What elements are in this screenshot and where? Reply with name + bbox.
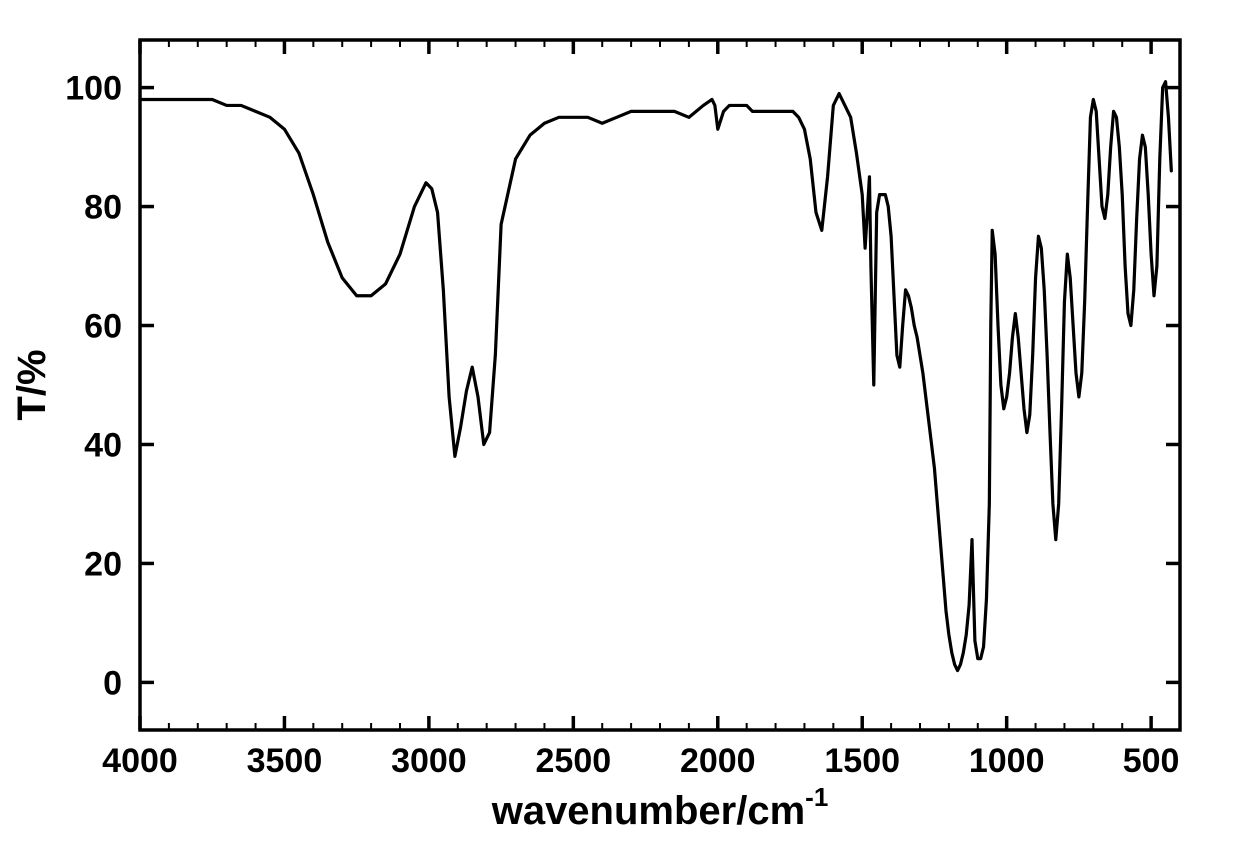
y-tick-label: 20 xyxy=(84,545,122,583)
x-tick-label: 2000 xyxy=(680,742,756,780)
x-tick-label: 2500 xyxy=(536,742,612,780)
chart-svg: 4000 3500 3000 2500 2000 1500 1000 500 0 20 40 60 80… xyxy=(0,0,1240,855)
x-tick-label: 3000 xyxy=(391,742,467,780)
y-tick-label: 40 xyxy=(84,426,122,464)
spectrum-line xyxy=(140,82,1171,671)
x-tick-label: 1500 xyxy=(824,742,900,780)
x-axis-label: wavenumber/cm-1 xyxy=(491,782,829,833)
x-tick-label: 1000 xyxy=(969,742,1045,780)
y-tick-label: 0 xyxy=(103,664,122,702)
x-tick-label: 4000 xyxy=(102,742,178,780)
y-tick-label: 80 xyxy=(84,189,122,227)
x-tick-label: 3500 xyxy=(247,742,323,780)
x-tick-label: 500 xyxy=(1123,742,1180,780)
y-tick-label: 60 xyxy=(84,308,122,346)
ir-spectrum-chart: 4000 3500 3000 2500 2000 1500 1000 500 0 20 40 60 80… xyxy=(0,0,1240,855)
y-axis-label: T/% xyxy=(10,349,54,420)
y-tick-label: 100 xyxy=(65,70,122,108)
axis-frame xyxy=(140,40,1180,730)
